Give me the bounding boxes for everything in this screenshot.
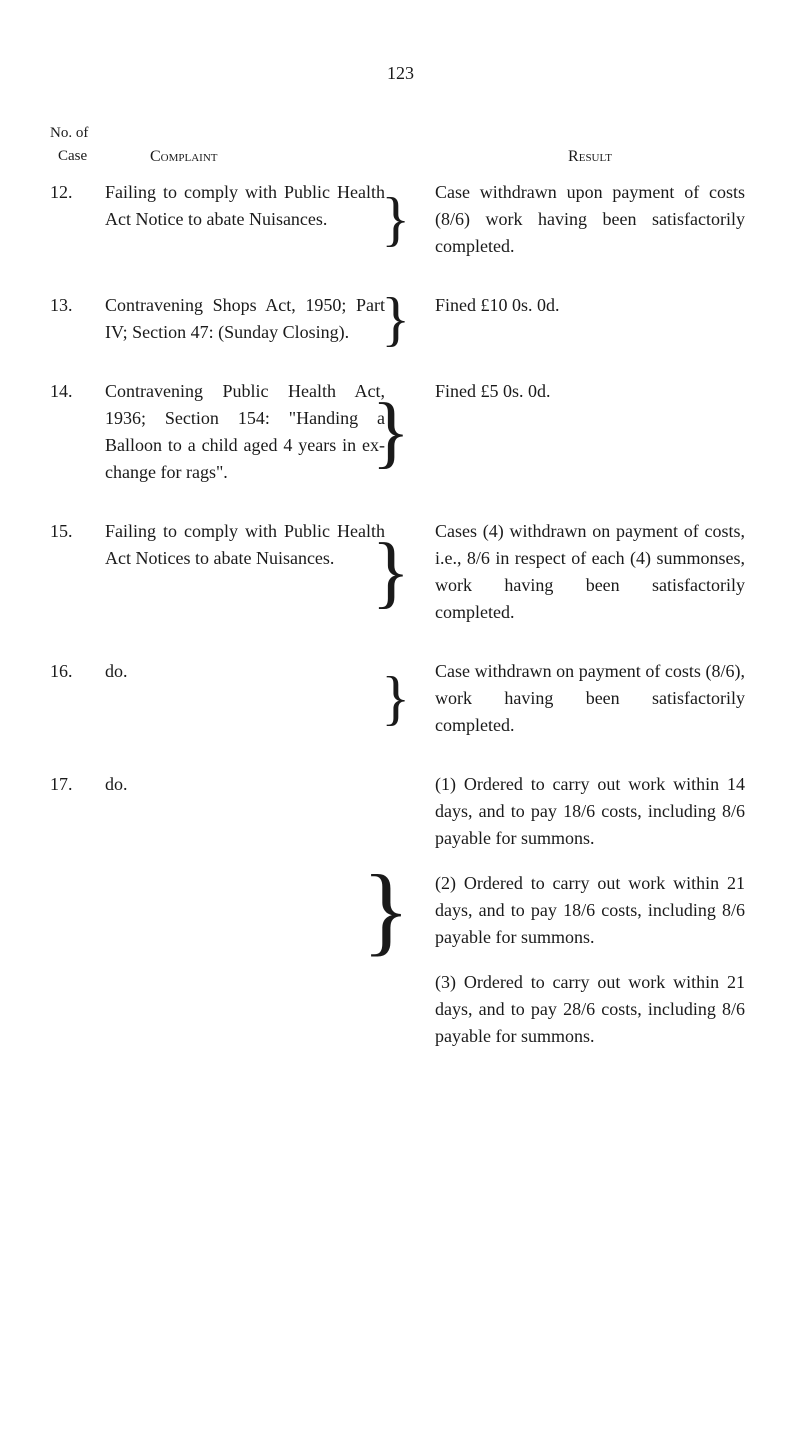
header-row: Case Complaint Result	[50, 145, 751, 169]
header-result: Result	[430, 145, 750, 169]
complaint-text: Failing to comply with Public Health Act…	[105, 521, 385, 568]
complaint-text: Contravening Public Health Act, 1936; Se…	[105, 381, 385, 482]
case-number: 17.	[50, 771, 105, 1050]
case-entry: 14. Contravening Public Health Act, 1936…	[50, 378, 751, 486]
brace-icon: }	[381, 179, 410, 260]
case-number: 13.	[50, 292, 105, 346]
case-result: (1) Ordered to carry out work within 14 …	[415, 771, 745, 1050]
case-entry: 12. Failing to comply with Public Health…	[50, 179, 751, 260]
complaint-text: Failing to comply with Public Health Act…	[105, 182, 385, 229]
complaint-text: do.	[105, 774, 128, 794]
result-paragraph: (1) Ordered to carry out work within 14 …	[435, 771, 745, 852]
case-result: Cases (4) withdrawn on pay­ment of costs…	[415, 518, 745, 626]
case-entry: 16. do. } Case withdrawn on payment of c…	[50, 658, 751, 739]
case-result: Fined £10 0s. 0d.	[415, 292, 745, 346]
header-no-of: No. of	[50, 122, 751, 145]
brace-icon: }	[372, 518, 410, 626]
header-block: No. of Case Complaint Result	[50, 122, 751, 169]
brace-icon: }	[381, 658, 410, 739]
case-number: 12.	[50, 179, 105, 260]
complaint-text: do.	[105, 661, 128, 681]
header-case-label: Case	[58, 148, 87, 164]
case-complaint: Failing to comply with Public Health Act…	[105, 518, 415, 626]
case-complaint: Contravening Public Health Act, 1936; Se…	[105, 378, 415, 486]
case-complaint: do. }	[105, 771, 415, 1050]
result-paragraph: (3) Ordered to carry out work within 21 …	[435, 969, 745, 1050]
case-complaint: Contravening Shops Act, 1950; Part IV; S…	[105, 292, 415, 346]
header-complaint: Complaint	[110, 145, 430, 169]
case-number: 15.	[50, 518, 105, 626]
case-entry: 17. do. } (1) Ordered to carry out work …	[50, 771, 751, 1050]
case-entry: 13. Contravening Shops Act, 1950; Part I…	[50, 292, 751, 346]
page-number: 123	[50, 60, 751, 87]
result-paragraph: (2) Ordered to carry out work within 21 …	[435, 870, 745, 951]
complaint-text: Contravening Shops Act, 1950; Part IV; S…	[105, 295, 385, 342]
brace-icon: }	[362, 771, 410, 1050]
case-number: 16.	[50, 658, 105, 739]
case-complaint: Failing to comply with Public Health Act…	[105, 179, 415, 260]
brace-icon: }	[372, 378, 410, 486]
case-number: 14.	[50, 378, 105, 486]
case-result: Case withdrawn on payment of costs (8/6)…	[415, 658, 745, 739]
header-case: Case	[50, 145, 110, 169]
case-result: Case withdrawn upon payment of costs (8/…	[415, 179, 745, 260]
case-result: Fined £5 0s. 0d.	[415, 378, 745, 486]
case-complaint: do. }	[105, 658, 415, 739]
case-entry: 15. Failing to comply with Public Health…	[50, 518, 751, 626]
brace-icon: }	[381, 292, 410, 346]
